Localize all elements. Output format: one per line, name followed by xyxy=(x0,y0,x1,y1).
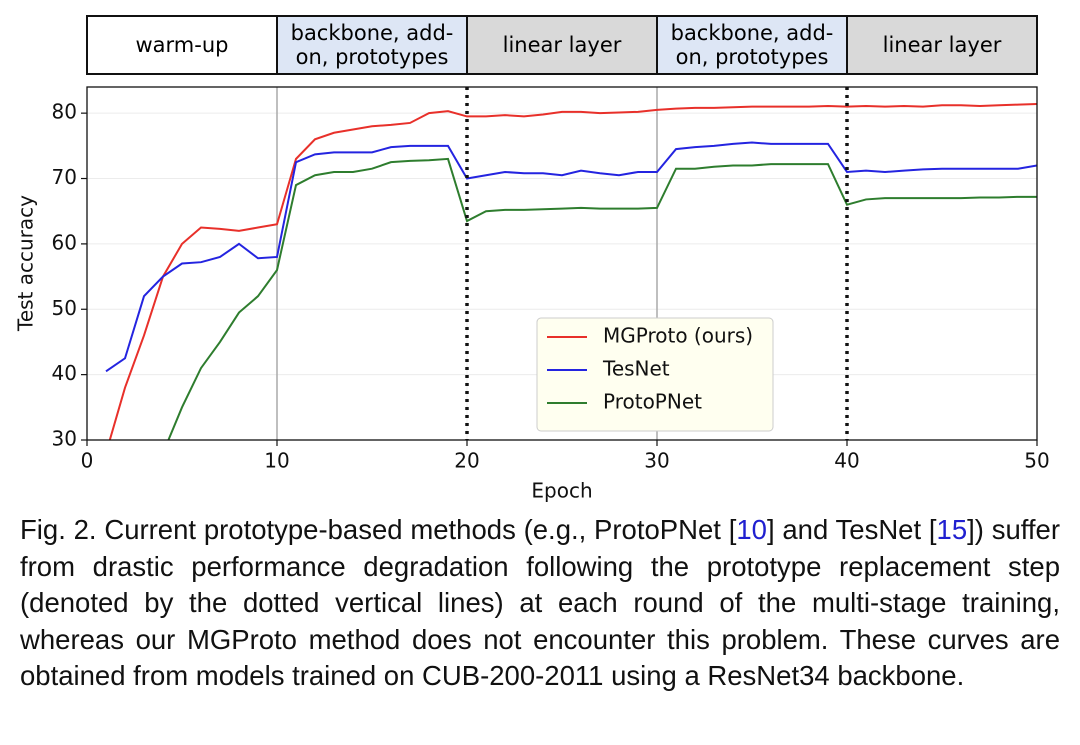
x-tick-label: 40 xyxy=(834,449,859,473)
stage-box: linear layer xyxy=(466,15,658,75)
stage-box: backbone, add- on, prototypes xyxy=(656,15,848,75)
y-tick-label: 60 xyxy=(52,230,77,254)
chart: Epoch Test accuracy 30 40 50 60 70 80 0 10 20 30 4… xyxy=(14,86,1050,503)
line-series xyxy=(167,157,1037,440)
stage-box: backbone, add- on, prototypes xyxy=(276,15,468,75)
x-tick-label: 0 xyxy=(81,449,94,473)
x-tick-label: 10 xyxy=(264,449,289,473)
line-series xyxy=(105,141,1037,373)
plot-frame xyxy=(86,86,1038,441)
legend-label: MGProto (ours) xyxy=(603,324,753,348)
caption-text: ] and TesNet [ xyxy=(766,514,937,545)
y-axis-label: Test accuracy xyxy=(14,195,38,332)
x-tick-label: 20 xyxy=(454,449,479,473)
y-tick-label: 70 xyxy=(52,165,77,189)
plot-lines xyxy=(105,102,1037,440)
legend-box xyxy=(536,317,774,432)
stage-box: warm-up xyxy=(86,15,278,75)
x-axis-label: Epoch xyxy=(531,479,592,503)
citation[interactable]: 10 xyxy=(736,514,767,545)
line-series xyxy=(108,102,1037,440)
legend-label: TesNet xyxy=(602,357,670,381)
caption-text: ]) suffer from drastic performance degra… xyxy=(20,514,1060,691)
y-tick-label: 50 xyxy=(52,296,77,320)
x-tick-label: 30 xyxy=(644,449,669,473)
y-tick-label: 80 xyxy=(52,100,77,124)
citation[interactable]: 15 xyxy=(936,514,968,545)
x-tick-label: 50 xyxy=(1024,449,1049,473)
caption: Fig. 2. Current prototype-based methods … xyxy=(20,512,1060,695)
y-tick-label: 40 xyxy=(52,361,77,385)
legend-label: ProtoPNet xyxy=(603,390,702,414)
stage-box: linear layer xyxy=(846,15,1038,75)
y-tick-label: 30 xyxy=(52,427,77,451)
caption-text: Fig. 2. Current prototype-based methods … xyxy=(20,514,737,545)
